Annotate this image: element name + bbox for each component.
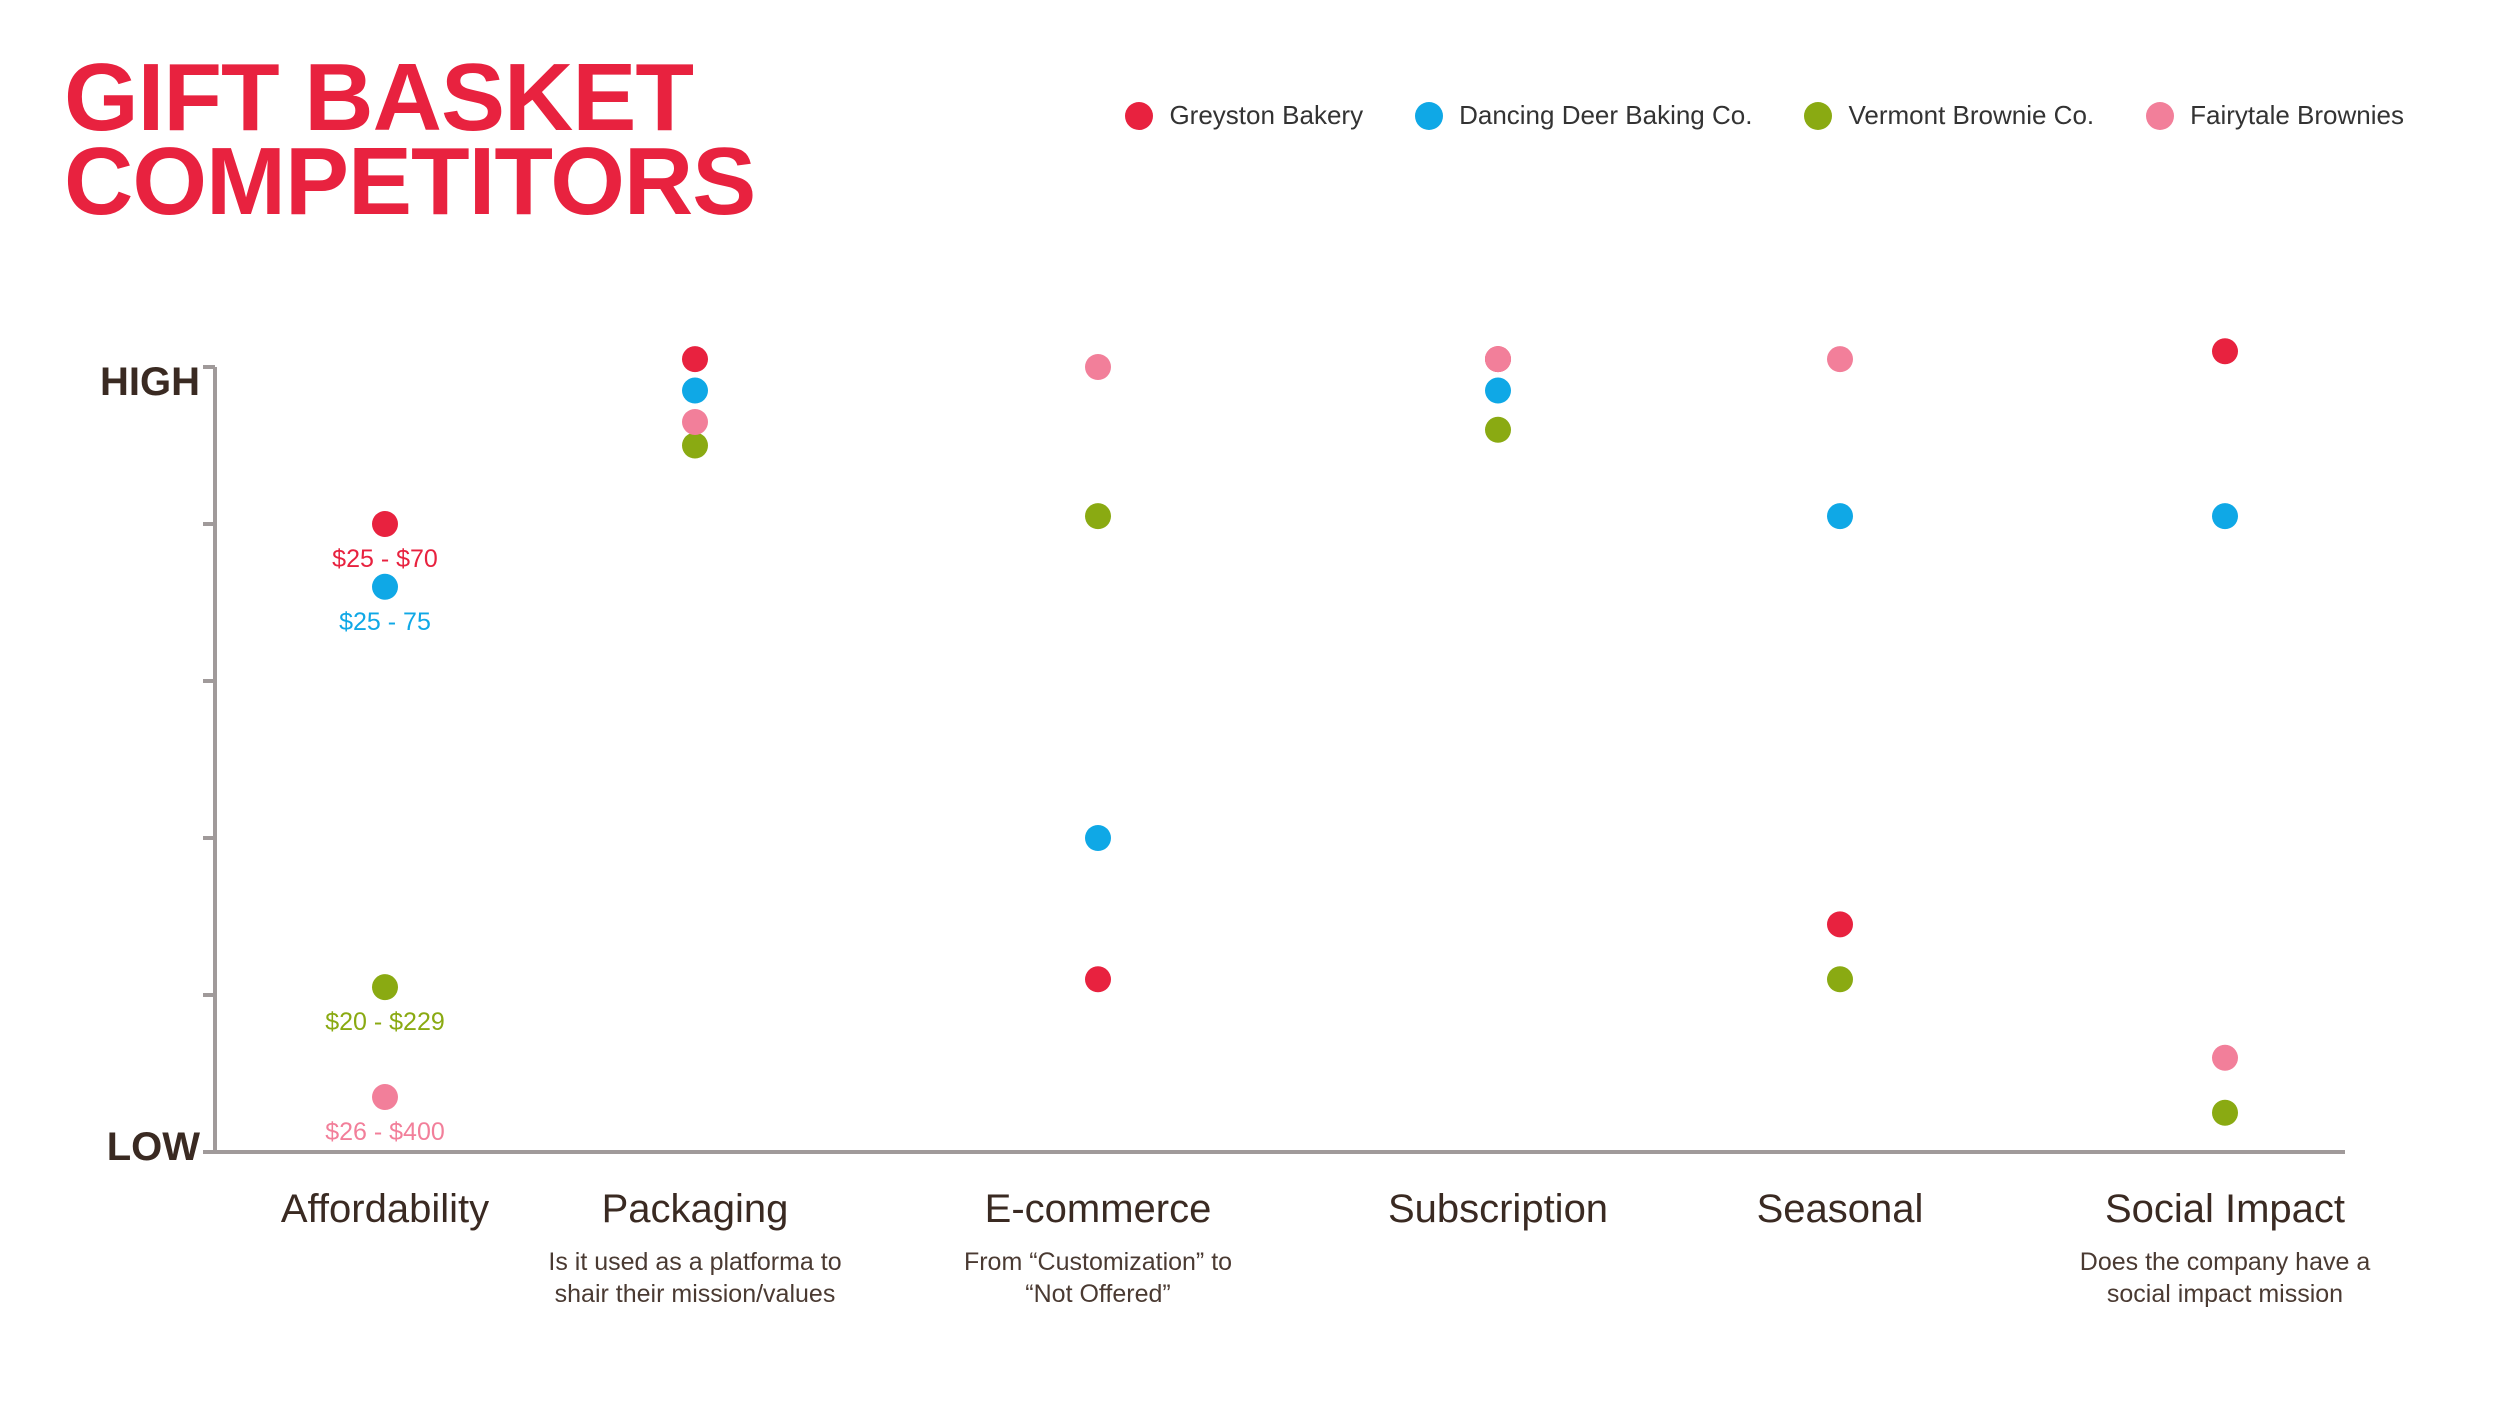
legend-dot-vermont xyxy=(1804,101,1833,130)
chart-axes: HIGH LOW xyxy=(100,360,2345,1169)
legend-item-dancing-deer[interactable]: Dancing Deer Baking Co. xyxy=(1415,100,1752,131)
legend-item-vermont[interactable]: Vermont Brownie Co. xyxy=(1804,100,2094,131)
category-label-affordability: Affordability xyxy=(281,1187,489,1231)
category-subtitle-packaging-0: Is it used as a platforma to xyxy=(548,1248,841,1276)
point-dancing-deer-baking-co-3 xyxy=(1485,377,1511,404)
legend: Greyston Bakery Dancing Deer Baking Co. … xyxy=(1125,100,2404,131)
category-subtitle-e-commerce-0: From “Customization” to xyxy=(964,1248,1232,1276)
legend-dot-fairytale xyxy=(2146,101,2175,130)
point-fairytale-brownies-5 xyxy=(2212,1044,2238,1071)
title-line-2: COMPETITORS xyxy=(64,128,756,235)
legend-label-vermont: Vermont Brownie Co. xyxy=(1848,100,2095,130)
point-fairytale-brownies-1 xyxy=(682,408,708,435)
point-vermont-brownie-co-4 xyxy=(1827,966,1853,993)
point-fairytale-brownies-4 xyxy=(1827,346,1853,373)
legend-item-greyston[interactable]: Greyston Bakery xyxy=(1125,100,1363,131)
page-title: GIFT BASKET COMPETITORS xyxy=(64,44,756,235)
legend-dot-dancing-deer xyxy=(1415,101,1444,130)
y-label-low: LOW xyxy=(107,1125,201,1169)
legend-label-dancing-deer: Dancing Deer Baking Co. xyxy=(1459,100,1753,130)
category-subtitle-social-impact-1: social impact mission xyxy=(2107,1280,2343,1308)
category-subtitle-packaging-1: shair their mission/values xyxy=(555,1280,836,1308)
point-dancing-deer-baking-co-1 xyxy=(682,377,708,404)
legend-label-fairytale: Fairytale Brownies xyxy=(2190,100,2404,130)
point-vermont-brownie-co-0 xyxy=(372,974,398,1001)
point-vermont-brownie-co-3 xyxy=(1485,416,1511,443)
point-greyston-bakery-4 xyxy=(1827,911,1853,938)
legend-label-greyston: Greyston Bakery xyxy=(1169,100,1364,130)
point-dancing-deer-baking-co-2 xyxy=(1085,825,1111,851)
category-label-social-impact: Social Impact xyxy=(2105,1187,2345,1231)
category-label-packaging: Packaging xyxy=(602,1187,789,1231)
point-dancing-deer-baking-co-5 xyxy=(2212,503,2238,530)
point-vermont-brownie-co-5 xyxy=(2212,1099,2238,1126)
point-vermont-brownie-co-1 xyxy=(682,432,708,459)
category-subtitle-social-impact-0: Does the company have a xyxy=(2080,1248,2371,1276)
point-dancing-deer-baking-co-0 xyxy=(372,573,398,600)
legend-item-fairytale[interactable]: Fairytale Brownies xyxy=(2146,100,2404,131)
data-label-fairytale-brownies-0: $26 - $400 xyxy=(325,1118,445,1146)
point-greyston-bakery-1 xyxy=(682,346,708,373)
chart-points xyxy=(372,338,2238,1126)
point-fairytale-brownies-3 xyxy=(1485,346,1511,373)
data-label-dancing-deer-baking-co-0: $25 - 75 xyxy=(339,608,431,636)
title-line-1: GIFT BASKET xyxy=(64,44,694,151)
chart-labels: Affordability Packaging Is it used as a pl… xyxy=(281,545,2370,1308)
legend-dot-greyston xyxy=(1125,101,1154,130)
point-vermont-brownie-co-2 xyxy=(1085,503,1111,530)
point-greyston-bakery-2 xyxy=(1085,966,1111,993)
y-label-high: HIGH xyxy=(100,360,200,404)
category-subtitle-e-commerce-1: “Not Offered” xyxy=(1025,1280,1170,1308)
category-label-subscription: Subscription xyxy=(1388,1187,1608,1231)
category-label-e-commerce: E-commerce xyxy=(985,1187,1212,1231)
point-fairytale-brownies-0 xyxy=(372,1084,398,1111)
data-label-greyston-bakery-0: $25 - $70 xyxy=(332,545,438,573)
category-label-seasonal: Seasonal xyxy=(1757,1187,1924,1231)
point-greyston-bakery-5 xyxy=(2212,338,2238,365)
point-greyston-bakery-0 xyxy=(372,511,398,537)
point-dancing-deer-baking-co-4 xyxy=(1827,503,1853,530)
point-fairytale-brownies-2 xyxy=(1085,354,1111,380)
data-label-vermont-brownie-co-0: $20 - $229 xyxy=(325,1008,445,1036)
